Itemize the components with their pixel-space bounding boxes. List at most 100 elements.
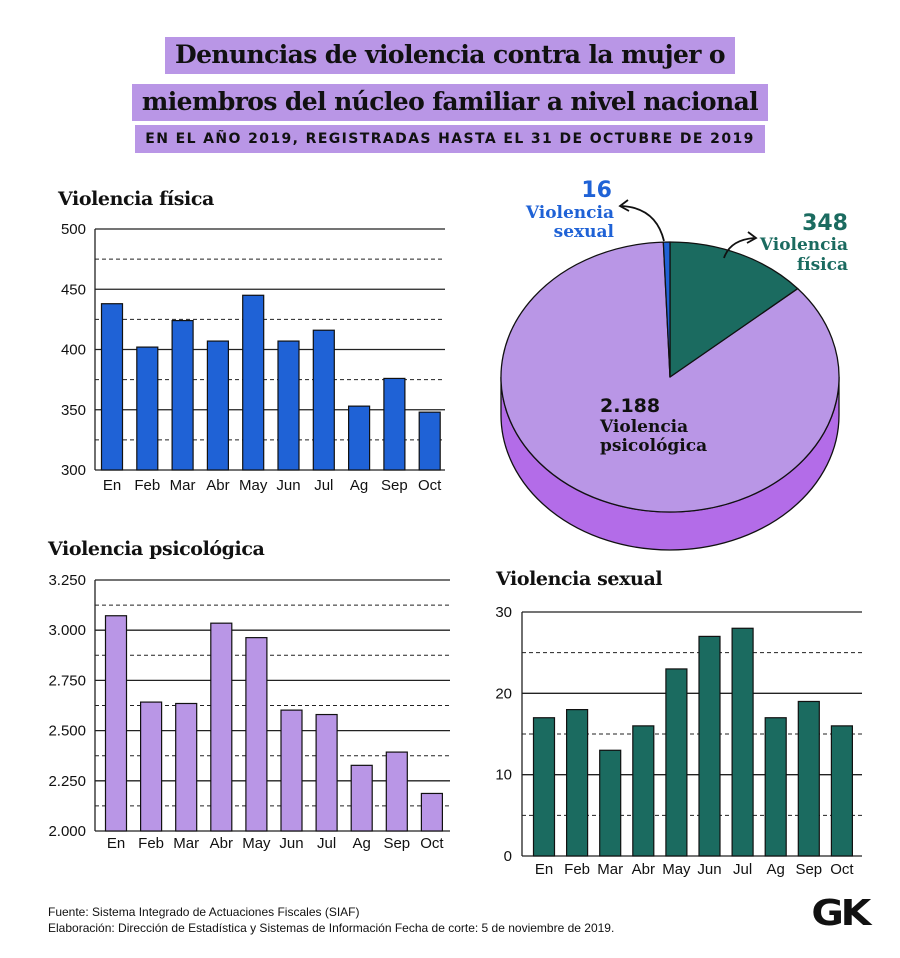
bar-sep <box>797 700 820 857</box>
y-tick-label: 2.250 <box>48 773 86 790</box>
title-line-1: Denuncias de violencia contra la mujer o <box>0 37 900 74</box>
x-tick-label: Sep <box>383 835 410 852</box>
title-line-2: miembros del núcleo familiar a nivel nac… <box>0 84 900 121</box>
y-tick-label: 2.750 <box>48 672 86 689</box>
x-tick-label: Oct <box>830 861 854 878</box>
x-tick-label: Ag <box>353 835 371 852</box>
y-tick-label: 450 <box>61 281 86 298</box>
y-tick-label: 3.250 <box>48 572 86 589</box>
bar-feb <box>140 701 163 832</box>
callout-arrow-sexual <box>621 205 665 242</box>
bar-sep <box>383 377 406 471</box>
bar-mar <box>175 702 198 832</box>
pie-label-fisica-1: Violencia <box>759 235 848 255</box>
bar-oct <box>420 792 443 832</box>
x-tick-label: May <box>242 835 271 852</box>
y-tick-label: 2.000 <box>48 823 86 840</box>
bar-feb <box>136 346 159 471</box>
chart-title-fisica: Violencia física <box>58 188 214 210</box>
bar-en <box>100 303 124 471</box>
pie-slice-sexual <box>662 241 671 378</box>
pie-value-psicologica: 2.188 <box>600 395 660 417</box>
pie-label-sexual-2: sexual <box>554 222 615 242</box>
subtitle-text: EN EL AÑO 2019, REGISTRADAS HASTA EL 31 … <box>135 125 765 153</box>
x-tick-label: Jul <box>314 477 333 494</box>
x-tick-label: Abr <box>632 861 655 878</box>
footer-source: Fuente: Sistema Integrado de Actuaciones… <box>48 905 360 919</box>
bar-sep <box>385 751 408 832</box>
bar-abr <box>206 340 229 471</box>
x-tick-label: En <box>103 477 121 494</box>
x-tick-label: Ag <box>767 861 785 878</box>
x-tick-label: May <box>662 861 691 878</box>
bar-may <box>245 637 268 832</box>
x-tick-label: Sep <box>795 861 822 878</box>
y-tick-label: 10 <box>495 767 512 784</box>
y-tick-label: 350 <box>61 402 86 419</box>
x-tick-label: May <box>239 477 268 494</box>
pie-slice-fisica <box>669 241 799 378</box>
footer-credits: Elaboración: Dirección de Estadística y … <box>48 921 615 935</box>
x-tick-label: Feb <box>134 477 160 494</box>
bar-en <box>532 717 556 857</box>
x-tick-label: En <box>107 835 125 852</box>
bar-jun <box>277 340 300 471</box>
chart-title-psicologica: Violencia psicológica <box>48 538 265 560</box>
bar-jun <box>280 709 303 832</box>
y-tick-label: 0 <box>504 848 512 865</box>
x-tick-label: Jul <box>733 861 752 878</box>
bar-oct <box>830 725 854 857</box>
bar-ag <box>764 717 787 857</box>
y-tick-label: 30 <box>495 604 512 621</box>
x-tick-label: Mar <box>597 861 623 878</box>
x-tick-label: Feb <box>564 861 590 878</box>
bar-abr <box>632 725 655 857</box>
chart-title-sexual: Violencia sexual <box>496 568 663 590</box>
pie-label-psicologica-2: psicológica <box>600 436 707 456</box>
bar-mar <box>599 749 622 857</box>
x-tick-label: Oct <box>420 835 444 852</box>
x-tick-label: En <box>535 861 553 878</box>
y-tick-label: 500 <box>61 221 86 238</box>
x-tick-label: Jun <box>697 861 721 878</box>
title-line-2-text: miembros del núcleo familiar a nivel nac… <box>131 84 769 121</box>
x-tick-label: Oct <box>418 477 442 494</box>
x-tick-label: Abr <box>210 835 233 852</box>
x-tick-label: Ag <box>350 477 368 494</box>
y-tick-label: 3.000 <box>48 622 86 639</box>
x-tick-label: Abr <box>206 477 229 494</box>
pie-label-sexual-1: Violencia <box>525 203 614 223</box>
x-tick-label: Jun <box>276 477 300 494</box>
x-tick-label: Jun <box>279 835 303 852</box>
arrowhead-fisica <box>746 231 758 244</box>
x-tick-label: Mar <box>173 835 199 852</box>
bar-jun <box>698 635 721 857</box>
x-tick-label: Sep <box>381 477 408 494</box>
bar-ag <box>348 405 371 471</box>
y-tick-label: 20 <box>495 685 512 702</box>
pie-value-fisica: 348 <box>802 211 848 236</box>
callout-arrow-fisica <box>723 237 755 259</box>
gk-logo: GK <box>811 893 871 934</box>
y-tick-label: 300 <box>61 462 86 479</box>
bar-jul <box>312 329 335 471</box>
bar-may <box>665 668 688 857</box>
bar-feb <box>565 708 589 857</box>
pie-label-fisica-2: física <box>797 255 848 275</box>
x-tick-label: Jul <box>317 835 336 852</box>
bar-abr <box>210 622 233 832</box>
bar-mar <box>171 319 194 471</box>
x-tick-label: Feb <box>138 835 164 852</box>
arrowhead-sexual <box>618 199 630 212</box>
pie-value-sexual: 16 <box>581 178 612 203</box>
bar-may <box>242 294 265 471</box>
bar-en <box>104 615 128 832</box>
y-tick-label: 400 <box>61 342 86 359</box>
title-line-1-text: Denuncias de violencia contra la mujer o <box>164 37 736 74</box>
y-tick-label: 2.500 <box>48 723 86 740</box>
bar-oct <box>418 411 441 471</box>
